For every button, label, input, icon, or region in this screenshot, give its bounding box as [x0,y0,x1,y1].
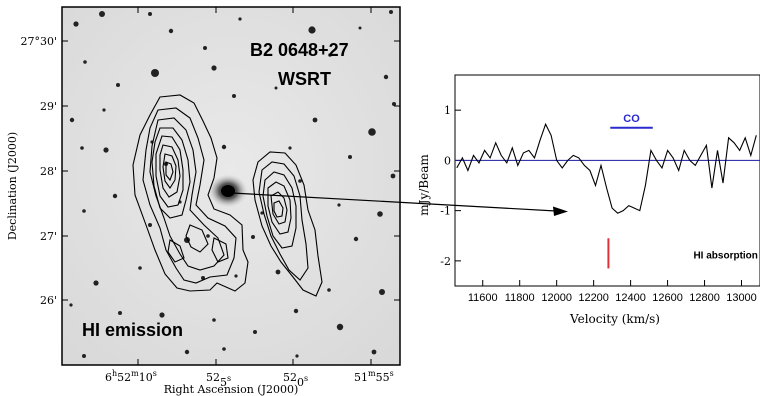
y-tick-label: -1 [440,205,451,218]
hi-emission-label: HI emission [82,320,183,340]
y-tick-label: 0 [444,154,451,167]
dec-tick-label: 28' [40,165,57,178]
x-tick-label: 12200 [578,292,609,304]
x-tick-label: 12800 [689,292,720,304]
ra-tick-label: 525s [206,371,231,389]
spectrum-series-line [456,122,757,214]
telescope-label: WSRT [278,69,331,89]
hi-absorption-label: HI absorption [693,250,757,261]
co-label: CO [623,113,640,125]
ra-ticks [137,7,372,365]
y-tick-label: -2 [440,255,451,268]
x-tick-label: 12400 [615,292,646,304]
ra-tick-label: 6h52m10s [105,369,157,384]
ra-tick-label: 520s [283,371,308,389]
x-tick-label: 13000 [726,292,757,304]
dec-tick-label: 29' [40,100,57,113]
ra-tick-label: 51m55s [354,369,394,384]
x-tick-label: 11800 [505,292,535,304]
image-x-axis-label: Right Ascension (J2000) [164,383,299,396]
connector-arrow [231,192,568,216]
dec-tick-label: 27' [40,230,57,243]
optical-image-panel: B2 0648+27 WSRT HI emission 27°30' 29' 2… [6,6,401,396]
y-tick-label: 1 [444,104,451,117]
dec-ticks [62,40,400,301]
galaxy-core [221,185,235,197]
x-ticks: 11600 11800 12000 12200 12400 12600 12800 13000 [468,280,757,304]
dec-tick-label: 27°30' [20,35,57,48]
x-tick-label: 12600 [652,292,683,304]
source-name: B2 0648+27 [250,40,349,60]
x-tick-label: 12000 [541,292,572,304]
spectrum-x-axis-label: Velocity (km/s) [569,312,660,326]
star-field [69,10,396,358]
image-y-axis-label: Declination (J2000) [6,132,19,240]
image-frame [61,6,401,366]
y-ticks: 1 0 -1 -2 [440,104,461,268]
spectrum-frame [454,74,760,287]
dec-tick-label: 26' [40,294,57,307]
x-tick-label: 11600 [468,292,498,304]
hi-contours-east [252,151,323,297]
spectrum-y-axis-label: mJy/Beam [417,154,431,216]
spectrum-panel: 1 0 -1 -2 11600 11800 12000 12200 12400 12600 128… [417,74,760,326]
hi-contours-west [132,94,249,292]
